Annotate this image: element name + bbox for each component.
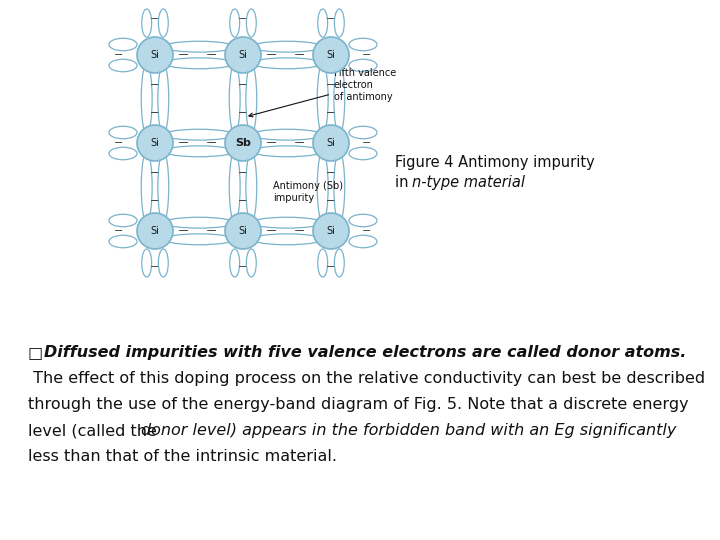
Text: −: − (269, 138, 278, 148)
Text: −: − (326, 168, 336, 178)
Text: The effect of this doping process on the relative conductivity can best be descr: The effect of this doping process on the… (28, 371, 705, 386)
Text: −: − (294, 138, 304, 148)
Text: −: − (294, 50, 304, 60)
Text: −: − (269, 226, 278, 236)
Text: Figure 4 Antimony impurity: Figure 4 Antimony impurity (395, 155, 595, 170)
Text: −: − (297, 226, 306, 236)
Text: −: − (208, 226, 217, 236)
Text: −: − (150, 168, 160, 178)
Text: through the use of the energy-band diagram of Fig. 5. Note that a discrete energ: through the use of the energy-band diagr… (28, 397, 688, 412)
Text: −: − (207, 138, 216, 148)
Text: −: − (114, 138, 124, 148)
Text: −: − (362, 50, 372, 60)
Text: −: − (326, 196, 336, 206)
Text: −: − (180, 50, 189, 60)
Text: −: − (297, 138, 306, 148)
Text: −: − (297, 50, 306, 60)
Text: −: − (326, 108, 336, 118)
Text: −: − (150, 108, 160, 118)
Text: −: − (238, 80, 248, 90)
Text: Si: Si (327, 138, 336, 148)
Text: −: − (150, 14, 160, 24)
Text: −: − (326, 262, 336, 272)
Text: level (called the: level (called the (28, 423, 162, 438)
Text: □: □ (28, 345, 43, 360)
Circle shape (137, 213, 173, 249)
Circle shape (313, 37, 349, 73)
Text: −: − (180, 226, 189, 236)
Text: −: − (114, 50, 124, 60)
Text: −: − (326, 108, 336, 118)
Text: −: − (207, 226, 216, 236)
Text: Si: Si (238, 50, 248, 60)
Text: Si: Si (238, 226, 248, 236)
Text: Diffused impurities with five valence electrons are called donor atoms.: Diffused impurities with five valence el… (44, 345, 686, 360)
Text: −: − (238, 80, 248, 90)
Text: −: − (238, 262, 248, 272)
Text: −: − (266, 50, 276, 60)
Text: less than that of the intrinsic material.: less than that of the intrinsic material… (28, 449, 337, 464)
Circle shape (313, 213, 349, 249)
Text: −: − (238, 108, 248, 118)
Text: −: − (326, 80, 336, 90)
Text: −: − (150, 108, 160, 118)
Text: −: − (238, 196, 248, 206)
Text: −: − (238, 196, 248, 206)
Circle shape (225, 125, 261, 161)
Text: −: − (362, 226, 372, 236)
Text: −: − (208, 50, 217, 60)
Text: −: − (238, 168, 248, 178)
Text: −: − (362, 138, 372, 148)
Text: −: − (326, 196, 336, 206)
Text: −: − (238, 108, 248, 118)
Text: Si: Si (327, 50, 336, 60)
Text: Si: Si (150, 50, 159, 60)
Text: −: − (207, 50, 216, 60)
Text: −: − (326, 80, 336, 90)
Text: in: in (395, 175, 413, 190)
Text: −: − (114, 226, 124, 236)
Text: −: − (179, 50, 188, 60)
Text: −: − (326, 14, 336, 24)
Text: −: − (150, 80, 160, 90)
Text: −: − (150, 262, 160, 272)
Text: Si: Si (327, 226, 336, 236)
Text: −: − (150, 196, 160, 206)
Circle shape (225, 213, 261, 249)
Text: −: − (208, 138, 217, 148)
Text: Antimony (Sb)
impurity: Antimony (Sb) impurity (273, 181, 343, 202)
Circle shape (225, 37, 261, 73)
Circle shape (137, 125, 173, 161)
Text: −: − (326, 168, 336, 178)
Circle shape (313, 125, 349, 161)
Text: Si: Si (150, 226, 159, 236)
Text: −: − (266, 226, 276, 236)
Text: Sb: Sb (235, 138, 251, 148)
Text: −: − (150, 196, 160, 206)
Text: Si: Si (150, 138, 159, 148)
Circle shape (137, 37, 173, 73)
Text: Fifth valence
electron
of antimony: Fifth valence electron of antimony (249, 69, 396, 117)
Text: −: − (179, 138, 188, 148)
Text: −: − (150, 168, 160, 178)
Text: donor level) appears in the forbidden band with an Eg significantly: donor level) appears in the forbidden ba… (141, 423, 677, 438)
Text: −: − (266, 138, 276, 148)
Text: −: − (150, 80, 160, 90)
Text: −: − (269, 50, 278, 60)
Text: n-type material: n-type material (412, 175, 525, 190)
Text: −: − (294, 226, 304, 236)
Text: −: − (180, 138, 189, 148)
Text: −: − (179, 226, 188, 236)
Text: −: − (238, 14, 248, 24)
Text: −: − (238, 168, 248, 178)
